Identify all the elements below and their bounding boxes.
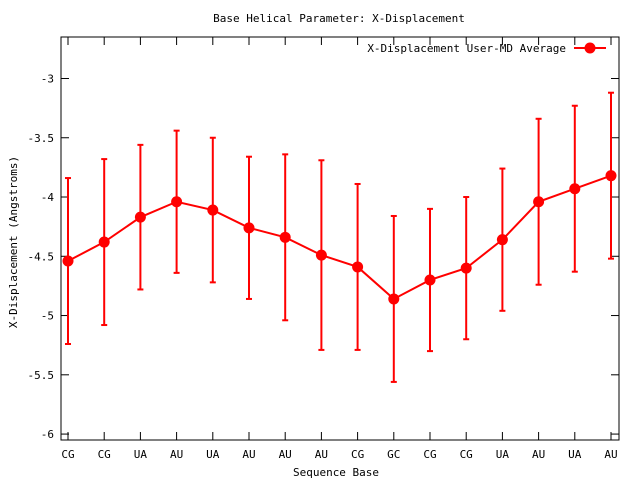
- series-line: [67, 174, 612, 301]
- data-points: [62, 170, 617, 305]
- x-tick-label: AU: [315, 448, 328, 461]
- y-tick-label: -3.5: [28, 132, 55, 145]
- data-point: [605, 170, 617, 182]
- data-point: [207, 204, 219, 216]
- x-tick-label: AU: [279, 448, 292, 461]
- x-tick-label: CG: [61, 448, 74, 461]
- x-tick-label: AU: [242, 448, 255, 461]
- x-axis: CG CG UA AU UA AU AU AU CG GC CG CG UA AU UA AU: [61, 37, 618, 461]
- x-tick-label: CG: [460, 448, 473, 461]
- data-point: [352, 261, 364, 273]
- data-point: [424, 274, 436, 286]
- data-point: [134, 211, 146, 223]
- y-tick-label: -4: [41, 191, 55, 204]
- x-tick-label: GC: [387, 448, 400, 461]
- data-point: [460, 262, 472, 274]
- data-point: [496, 234, 508, 246]
- y-tick-label: -6: [41, 428, 54, 441]
- data-point: [315, 249, 327, 261]
- x-tick-label: AU: [532, 448, 545, 461]
- data-point: [279, 231, 291, 243]
- y-tick-label: -5.5: [28, 369, 55, 382]
- data-point: [98, 236, 110, 248]
- legend: X-Displacement User-MD Average: [367, 42, 606, 55]
- error-bars: [65, 91, 614, 383]
- legend-marker: [584, 42, 596, 54]
- x-tick-label: AU: [170, 448, 183, 461]
- x-tick-label: AU: [604, 448, 617, 461]
- data-point: [62, 255, 74, 267]
- chart-title: Base Helical Parameter: X-Displacement: [213, 12, 465, 25]
- plot-frame: [60, 36, 620, 441]
- y-tick-label: -3: [41, 72, 54, 85]
- data-point: [533, 196, 545, 208]
- y-tick-label: -5: [41, 310, 54, 323]
- x-tick-label: CG: [423, 448, 436, 461]
- x-tick-label: UA: [206, 448, 220, 461]
- x-tick-label: CG: [351, 448, 364, 461]
- x-tick-label: UA: [496, 448, 510, 461]
- x-tick-label: UA: [134, 448, 148, 461]
- x-tick-label: UA: [568, 448, 582, 461]
- data-point: [171, 196, 183, 208]
- x-tick-label: CG: [98, 448, 111, 461]
- y-tick-label: -4.5: [28, 250, 55, 263]
- y-axis-label: X-Displacement (Angstroms): [7, 156, 20, 328]
- data-point: [569, 183, 581, 195]
- x-axis-label: Sequence Base: [293, 466, 379, 479]
- y-axis: -6 -5.5 -5 -4.5 -4 -3.5 -3: [28, 72, 619, 441]
- legend-label: X-Displacement User-MD Average: [367, 42, 566, 55]
- data-point: [388, 293, 400, 305]
- data-point: [243, 222, 255, 234]
